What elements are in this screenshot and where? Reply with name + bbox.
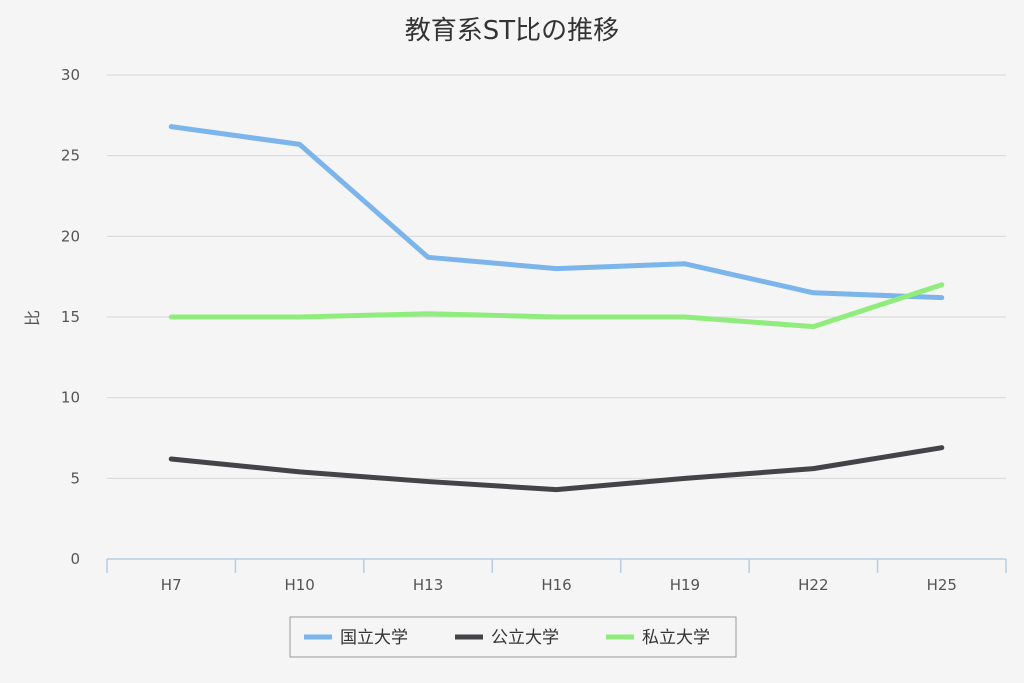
legend-item-label[interactable]: 公立大学 [491,628,559,648]
legend-item-label[interactable]: 国立大学 [340,628,408,648]
series-line [168,282,945,330]
chart-title: 教育系ST比の推移 [405,16,619,46]
x-tick-label: H22 [798,576,828,594]
x-tick-label: H19 [670,576,700,594]
x-tick-label: H10 [284,576,314,594]
series-line [168,124,945,301]
x-axis: H7 H10 H13 H16 H19 H22 H25 [106,558,1007,594]
y-tick-label: 25 [61,147,80,165]
series-line [168,445,945,493]
legend[interactable]: 国立大学 公立大学 私立大学 [289,616,737,658]
y-tick-label: 15 [61,308,80,326]
x-tick-label: H25 [927,576,957,594]
legend-box [289,616,737,658]
x-tick-label: H7 [161,576,182,594]
y-tick-label: 20 [61,227,80,245]
y-tick-label: 10 [61,389,80,407]
x-tick-label: H16 [541,576,571,594]
y-axis-label: 比 [23,310,42,326]
y-tick-label: 5 [70,469,80,487]
y-tick-label: 0 [70,550,80,568]
series-lines [168,124,945,493]
y-tick-label: 30 [61,66,80,84]
legend-item-label[interactable]: 私立大学 [642,628,710,648]
x-tick-label: H13 [413,576,443,594]
